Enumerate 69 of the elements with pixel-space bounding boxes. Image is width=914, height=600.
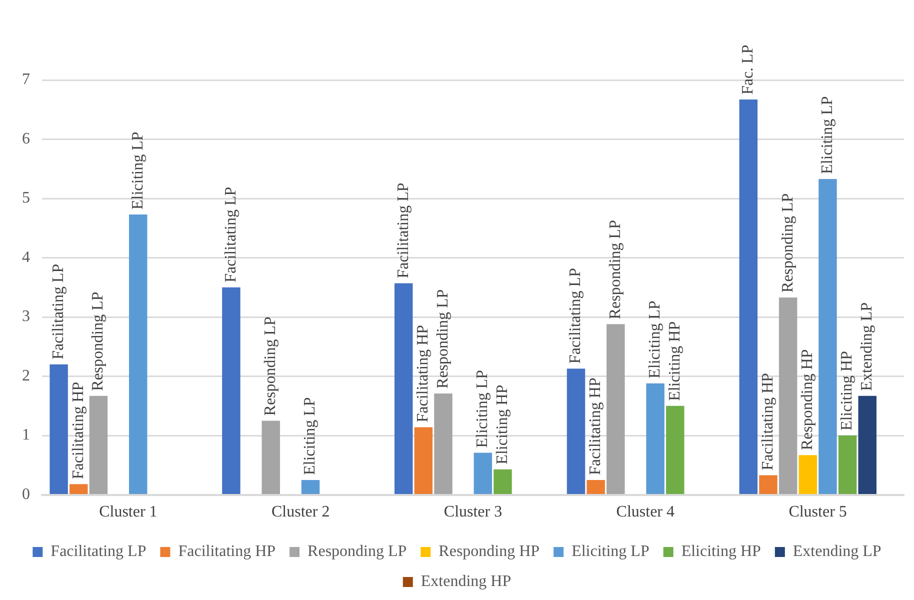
data-label: Eliciting LP — [646, 300, 664, 378]
legend-label: Extending HP — [420, 573, 512, 590]
data-label: Eliciting LP — [818, 96, 836, 174]
x-tick-label: Cluster 1 — [99, 504, 158, 521]
legend-label: Responding HP — [438, 543, 540, 560]
data-label: Facilitating HP — [759, 372, 776, 470]
data-label: Facilitating LP — [567, 268, 584, 364]
data-label: Eliciting LP — [129, 132, 146, 210]
x-tick-label: Cluster 2 — [271, 504, 330, 521]
y-tick-label: 7 — [22, 71, 30, 88]
data-label: Responding LP — [90, 292, 107, 391]
data-label: Responding LP — [779, 193, 796, 292]
data-label: Facilitating HP — [587, 378, 604, 475]
bar — [222, 287, 240, 494]
bar — [89, 396, 108, 494]
legend-label: Eliciting HP — [681, 543, 761, 560]
bar — [494, 469, 512, 494]
data-label: Eliciting HP — [666, 321, 684, 401]
bar — [394, 283, 413, 494]
y-tick-label: 6 — [22, 130, 30, 148]
data-label: Facilitating HP — [414, 324, 432, 422]
data-label: Facilitating LP — [222, 186, 240, 282]
bar — [759, 475, 778, 494]
bar — [586, 480, 605, 494]
x-tick-label: Cluster 4 — [616, 504, 675, 521]
bar — [858, 396, 876, 494]
data-label: Eliciting LP — [302, 397, 319, 475]
bar — [778, 297, 798, 494]
y-tick-label: 1 — [22, 426, 30, 444]
legend-label: Extending LP — [792, 543, 882, 560]
x-tick-label: Cluster 3 — [444, 504, 502, 521]
bar — [798, 455, 818, 494]
bar — [606, 324, 625, 494]
legend-label: Facilitating LP — [50, 543, 146, 560]
bar — [434, 393, 452, 494]
data-label: Eliciting LP — [474, 370, 492, 448]
data-label: Responding LP — [262, 316, 280, 416]
bar — [646, 383, 664, 494]
y-tick-label: 3 — [22, 308, 30, 326]
data-label: Facilitating HP — [70, 382, 87, 480]
y-tick-label: 0 — [22, 486, 30, 504]
y-tick-label: 2 — [22, 367, 30, 384]
data-label: Eliciting HP — [494, 384, 511, 464]
bar — [818, 178, 837, 494]
bar — [50, 364, 68, 494]
data-label: Facilitating LP — [394, 182, 412, 278]
legend-label: Eliciting LP — [572, 543, 650, 560]
data-label: Fac. LP — [740, 44, 757, 95]
bar — [739, 100, 758, 494]
bar — [474, 452, 492, 494]
bar — [262, 420, 280, 494]
bar — [838, 436, 857, 494]
data-label: Responding LP — [606, 220, 624, 320]
bar — [414, 427, 433, 494]
bar — [70, 484, 88, 494]
y-tick-label: 5 — [22, 190, 30, 207]
data-label: Responding LP — [434, 289, 452, 388]
bar — [128, 214, 148, 494]
data-label: Eliciting HP — [838, 350, 856, 431]
data-label: Responding HP — [799, 349, 816, 450]
data-label: Extending LP — [858, 302, 876, 391]
data-label: Facilitating LP — [50, 264, 68, 360]
bar — [566, 368, 586, 494]
y-tick-label: 4 — [22, 248, 30, 266]
x-tick-label: Cluster 5 — [788, 504, 847, 521]
bar — [301, 480, 320, 494]
legend-label: Facilitating HP — [178, 543, 276, 560]
legend-label: Responding LP — [308, 543, 407, 560]
bar — [666, 406, 684, 494]
